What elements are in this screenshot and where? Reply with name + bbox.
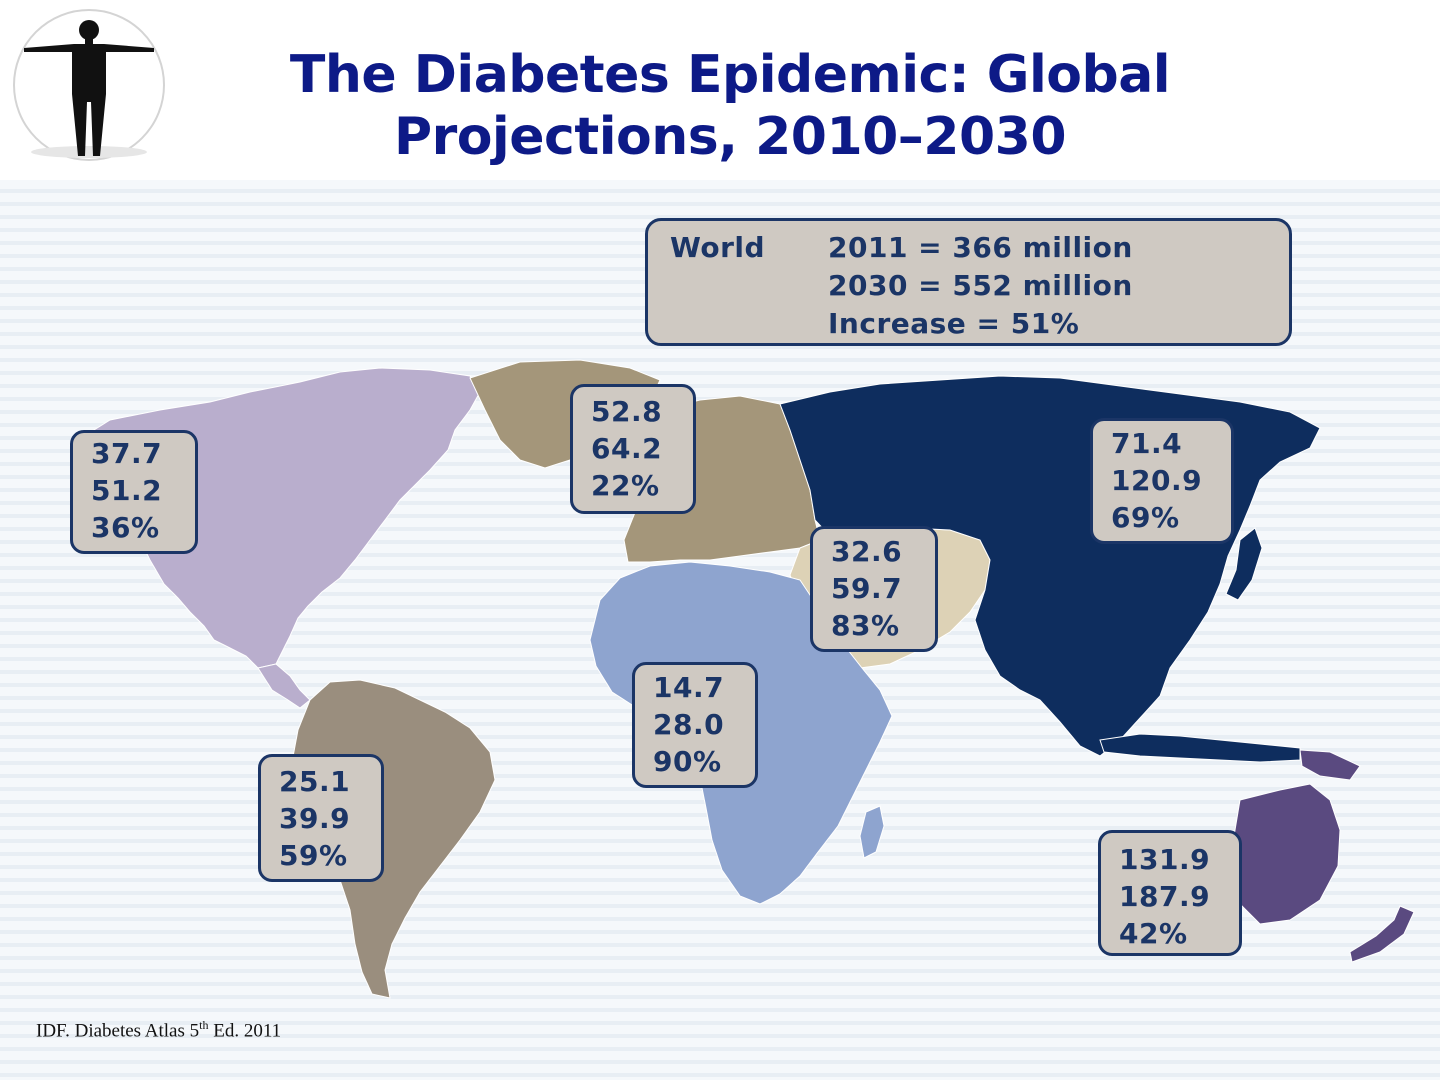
region-box-oceania: 131.9 187.9 42% [1098, 830, 1242, 956]
region-value-2011: 131.9 [1119, 843, 1211, 876]
region-value-2011: 52.8 [591, 395, 663, 428]
region-value-2030: 120.9 [1111, 464, 1203, 497]
region-box-north-america: 37.7 51.2 36% [70, 430, 198, 554]
slide-header: The Diabetes Epidemic: Global Projection… [0, 0, 1440, 180]
source-citation: IDF. Diabetes Atlas 5th Ed. 2011 [36, 1018, 281, 1042]
region-increase: 90% [653, 745, 722, 778]
world-stat-increase: Increase = 51% [828, 307, 1080, 340]
region-value-2011: 25.1 [279, 765, 351, 798]
world-stat-2011: 2011 = 366 million [828, 231, 1133, 264]
region-value-2011: 71.4 [1111, 427, 1183, 460]
title-line-1: The Diabetes Epidemic: Global [289, 45, 1171, 105]
region-value-2030: 39.9 [279, 802, 351, 835]
world-stats: 2011 = 366 million 2030 = 552 million In… [828, 229, 1133, 343]
world-summary-box: World 2011 = 366 million 2030 = 552 mill… [645, 218, 1292, 346]
region-japan [1225, 527, 1263, 601]
region-indonesia [1099, 733, 1301, 763]
region-value-2011: 14.7 [653, 671, 725, 704]
page-title: The Diabetes Epidemic: Global Projection… [200, 44, 1260, 168]
title-line-2: Projections, 2010–2030 [393, 107, 1067, 167]
region-value-2030: 28.0 [653, 708, 725, 741]
region-madagascar [859, 805, 885, 859]
region-new-zealand [1349, 905, 1415, 963]
source-superscript: th [199, 1018, 209, 1032]
source-prefix: IDF. Diabetes Atlas 5 [36, 1020, 200, 1042]
region-increase: 83% [831, 609, 900, 642]
region-oceania [1229, 783, 1341, 925]
region-value-2030: 64.2 [591, 432, 663, 465]
region-box-africa: 14.7 28.0 90% [632, 662, 758, 788]
region-box-south-america: 25.1 39.9 59% [258, 754, 384, 882]
region-box-middle-east: 32.6 59.7 83% [810, 526, 938, 652]
region-value-2030: 51.2 [91, 474, 163, 507]
region-value-2030: 187.9 [1119, 880, 1211, 913]
region-box-europe: 52.8 64.2 22% [570, 384, 696, 514]
human-figure-icon [13, 9, 165, 161]
region-increase: 69% [1111, 501, 1180, 534]
region-value-2011: 37.7 [91, 437, 163, 470]
region-value-2030: 59.7 [831, 572, 903, 605]
region-papua [1299, 749, 1361, 781]
region-increase: 42% [1119, 917, 1188, 950]
region-increase: 59% [279, 839, 348, 872]
region-central-america [257, 663, 311, 709]
region-value-2011: 32.6 [831, 535, 903, 568]
world-label: World [670, 231, 766, 264]
source-suffix: Ed. 2011 [208, 1020, 282, 1042]
region-box-western-pacific: 71.4 120.9 69% [1090, 418, 1234, 544]
region-increase: 22% [591, 469, 660, 502]
region-increase: 36% [91, 511, 160, 544]
world-stat-2030: 2030 = 552 million [828, 269, 1133, 302]
